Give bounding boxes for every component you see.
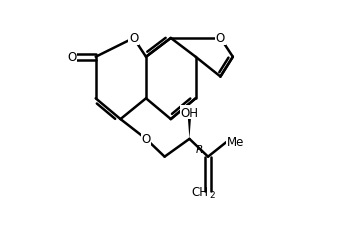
Text: O: O xyxy=(129,32,138,45)
Text: Me: Me xyxy=(227,136,244,149)
Text: O: O xyxy=(141,133,151,146)
Text: R: R xyxy=(196,144,203,154)
Text: CH: CH xyxy=(191,185,208,198)
Text: O: O xyxy=(67,51,76,64)
Polygon shape xyxy=(187,113,191,139)
Text: 2: 2 xyxy=(209,190,215,199)
Text: O: O xyxy=(216,32,225,45)
Text: OH: OH xyxy=(180,106,199,119)
